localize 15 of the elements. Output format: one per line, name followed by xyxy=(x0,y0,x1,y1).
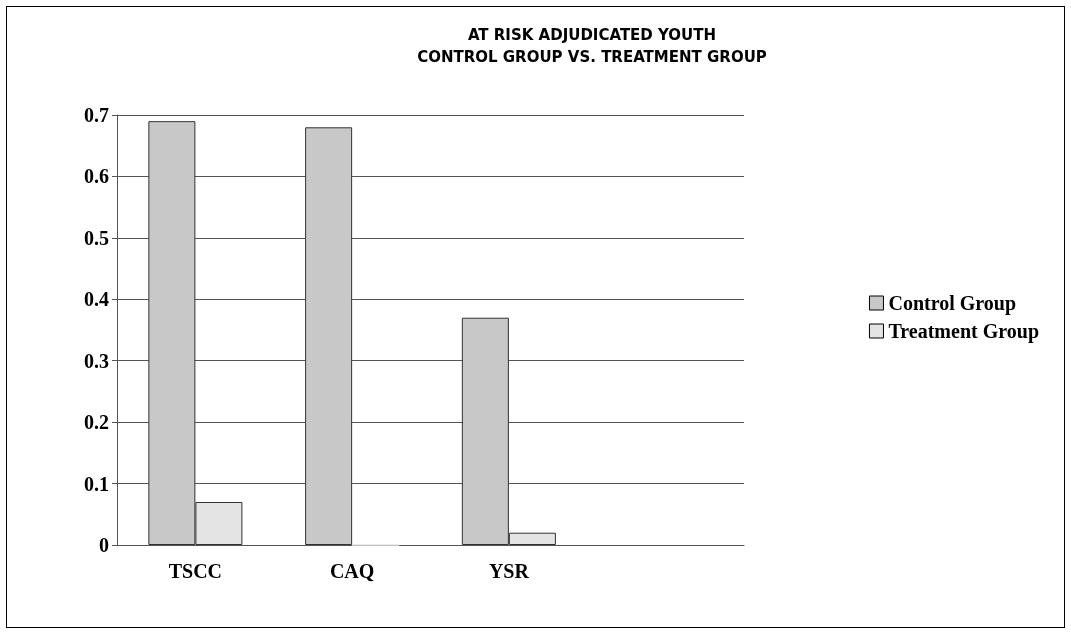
y-tick-label: 0.3 xyxy=(84,349,109,372)
y-tick-label: 0.7 xyxy=(84,104,109,126)
x-tick-label: YSR xyxy=(488,560,530,582)
chart-title: AT RISK ADJUDICATED YOUTH CONTROL GROUP VS. TREATMENT GROUP xyxy=(417,26,767,66)
y-tick-label: 0.5 xyxy=(84,226,109,249)
y-tick-label: 0.6 xyxy=(84,165,109,188)
y-tick-label: 0 xyxy=(99,534,109,556)
y-tick-label: 0.2 xyxy=(84,411,109,434)
bar xyxy=(305,127,353,545)
legend-label: Control Group xyxy=(888,292,1017,315)
y-tick-label: 0.4 xyxy=(84,288,109,311)
y-tick-label: 0.1 xyxy=(84,472,109,495)
x-tick-label: CAQ xyxy=(329,560,375,582)
x-tick-label: TSCC xyxy=(168,560,223,582)
legend-label: Treatment Group xyxy=(888,320,1039,343)
